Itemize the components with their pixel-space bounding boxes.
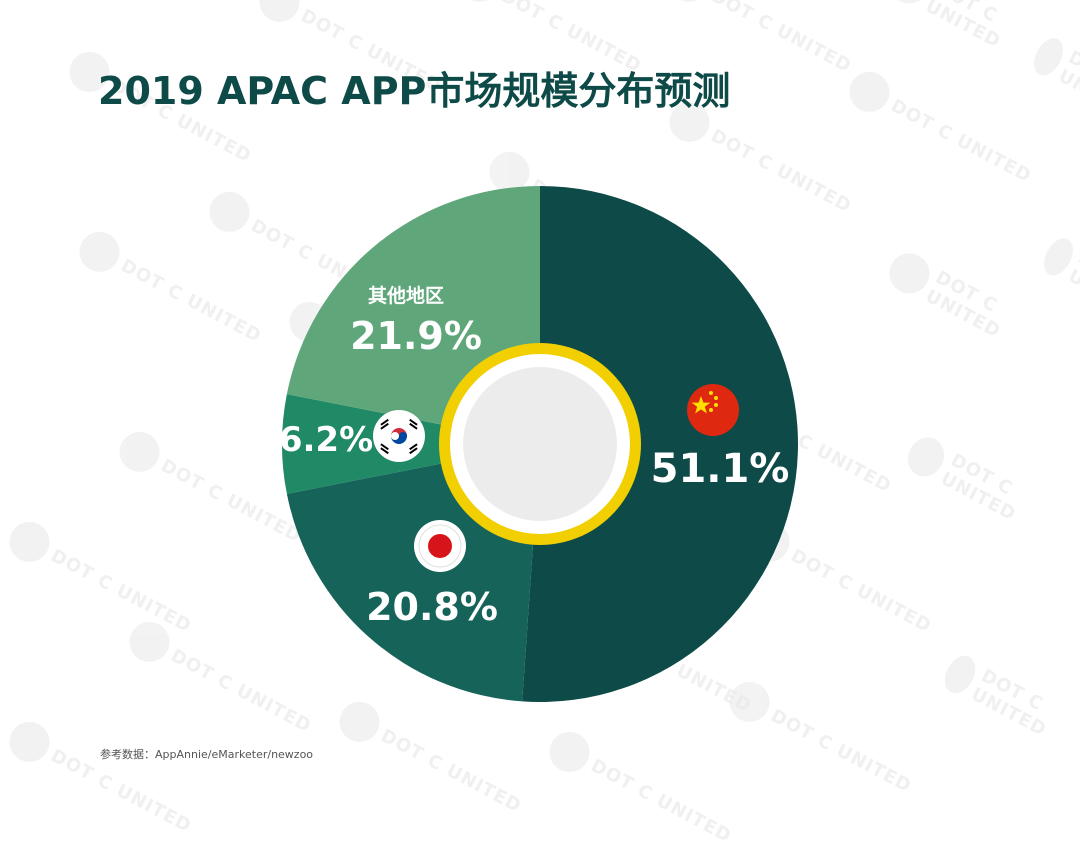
slice-name-other: 其他地区 <box>368 284 444 307</box>
center-disc <box>463 367 617 521</box>
slice-label-korea: 6.2% <box>279 420 373 460</box>
donut-chart: 51.1% 20.8% 6.2% 其他地区 21.9% <box>279 186 798 702</box>
source-note: 参考数据：AppAnnie/eMarketer/newzoo <box>100 748 314 761</box>
pie-slice-china <box>522 186 798 702</box>
china-flag-icon <box>687 384 739 436</box>
page-title: 2019 APAC APP市场规模分布预测 <box>98 69 731 113</box>
slice-label-japan: 20.8% <box>366 585 498 629</box>
slice-label-other: 21.9% <box>350 314 482 358</box>
korea-flag-icon <box>373 410 425 462</box>
slice-label-china: 51.1% <box>651 446 790 492</box>
japan-flag-icon <box>414 520 466 572</box>
